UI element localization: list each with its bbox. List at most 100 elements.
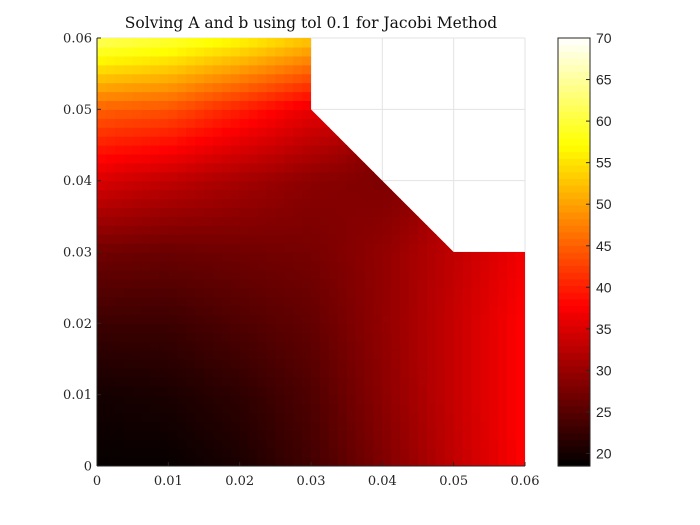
heat-cell	[275, 243, 285, 253]
heat-cell	[177, 171, 187, 182]
heat-cell	[97, 305, 107, 316]
heat-cell	[328, 269, 339, 280]
heat-cell	[275, 341, 285, 351]
heat-cell	[426, 341, 437, 351]
heat-cell	[230, 296, 241, 307]
heat-cell	[221, 278, 232, 289]
heat-cell	[212, 153, 223, 164]
heat-cell	[266, 73, 276, 84]
heat-cell	[114, 394, 125, 405]
heat-cell	[355, 457, 366, 466]
heat-cell	[105, 145, 116, 155]
heat-cell	[195, 234, 205, 244]
heat-cell	[168, 100, 178, 110]
heat-cell	[123, 189, 134, 200]
heat-cell	[132, 439, 143, 449]
heat-cell	[302, 162, 312, 173]
heat-cell	[346, 314, 357, 324]
heat-cell	[489, 278, 499, 289]
heat-cell	[141, 448, 152, 458]
heat-cell	[168, 91, 178, 102]
heat-cell	[248, 403, 259, 414]
heat-cell	[239, 243, 250, 253]
heat-cell	[409, 305, 419, 316]
heat-cell	[275, 171, 285, 182]
heat-cell	[230, 145, 241, 155]
heat-cell	[150, 145, 161, 155]
heat-cell	[418, 430, 428, 440]
heat-cell	[204, 439, 214, 449]
heat-cell	[418, 448, 428, 458]
heat-cell	[319, 252, 330, 262]
heat-cell	[159, 64, 169, 75]
heat-cell	[346, 430, 357, 440]
heat-cell	[177, 91, 187, 102]
heat-cell	[212, 55, 223, 66]
heat-cell	[284, 180, 294, 191]
heat-cell	[373, 430, 383, 440]
heat-cell	[248, 359, 259, 369]
heat-cell	[516, 314, 525, 324]
heat-cell	[212, 341, 223, 351]
heat-cell	[480, 430, 490, 440]
heat-cell	[195, 260, 205, 271]
heat-cell	[177, 448, 187, 458]
heat-cell	[195, 314, 205, 324]
heat-cell	[150, 46, 161, 57]
heat-cell	[409, 314, 419, 324]
heat-cell	[337, 430, 348, 440]
heat-cell	[230, 260, 241, 271]
heat-cell	[186, 448, 196, 458]
heat-cell	[337, 198, 348, 209]
heat-cell	[257, 260, 268, 271]
heat-cell	[221, 38, 232, 48]
heat-cell	[391, 287, 401, 298]
heat-cell	[114, 180, 125, 191]
heat-cell	[355, 385, 366, 396]
heat-cell	[409, 439, 419, 449]
heat-cell	[132, 305, 143, 316]
heat-cell	[239, 252, 250, 262]
heat-cell	[114, 439, 125, 449]
colorbar-segment	[558, 385, 590, 394]
heat-cell	[284, 376, 294, 387]
heat-cell	[293, 225, 303, 235]
heat-cell	[123, 38, 134, 48]
heat-cell	[105, 127, 116, 137]
heat-cell	[132, 448, 143, 458]
heat-cell	[462, 359, 473, 369]
heat-cell	[168, 109, 178, 119]
heat-cell	[168, 225, 178, 235]
heat-cell	[302, 448, 312, 458]
heat-cell	[293, 341, 303, 351]
heat-cell	[204, 287, 214, 298]
heat-cell	[275, 332, 285, 342]
heat-cell	[186, 55, 196, 66]
heat-cell	[302, 403, 312, 414]
heat-cell	[453, 252, 464, 262]
heat-cell	[328, 162, 339, 173]
heat-cell	[204, 341, 214, 351]
heat-cell	[400, 234, 410, 244]
heat-cell	[471, 439, 482, 449]
heat-cell	[293, 412, 303, 423]
heat-cell	[221, 118, 232, 128]
heat-cell	[453, 296, 464, 307]
heat-cell	[97, 82, 107, 93]
heat-cell	[400, 403, 410, 414]
heat-cell	[150, 394, 161, 405]
heat-cell	[248, 171, 259, 182]
heat-cell	[391, 260, 401, 271]
heat-cell	[239, 73, 250, 84]
heat-cell	[266, 412, 276, 423]
heat-cell	[239, 439, 250, 449]
heat-cell	[105, 287, 116, 298]
heat-cell	[328, 287, 339, 298]
heat-cell	[123, 296, 134, 307]
heat-cell	[382, 421, 392, 431]
heat-cell	[123, 448, 134, 458]
heat-cell	[212, 243, 223, 253]
heat-cell	[400, 252, 410, 262]
heat-cell	[426, 269, 437, 280]
